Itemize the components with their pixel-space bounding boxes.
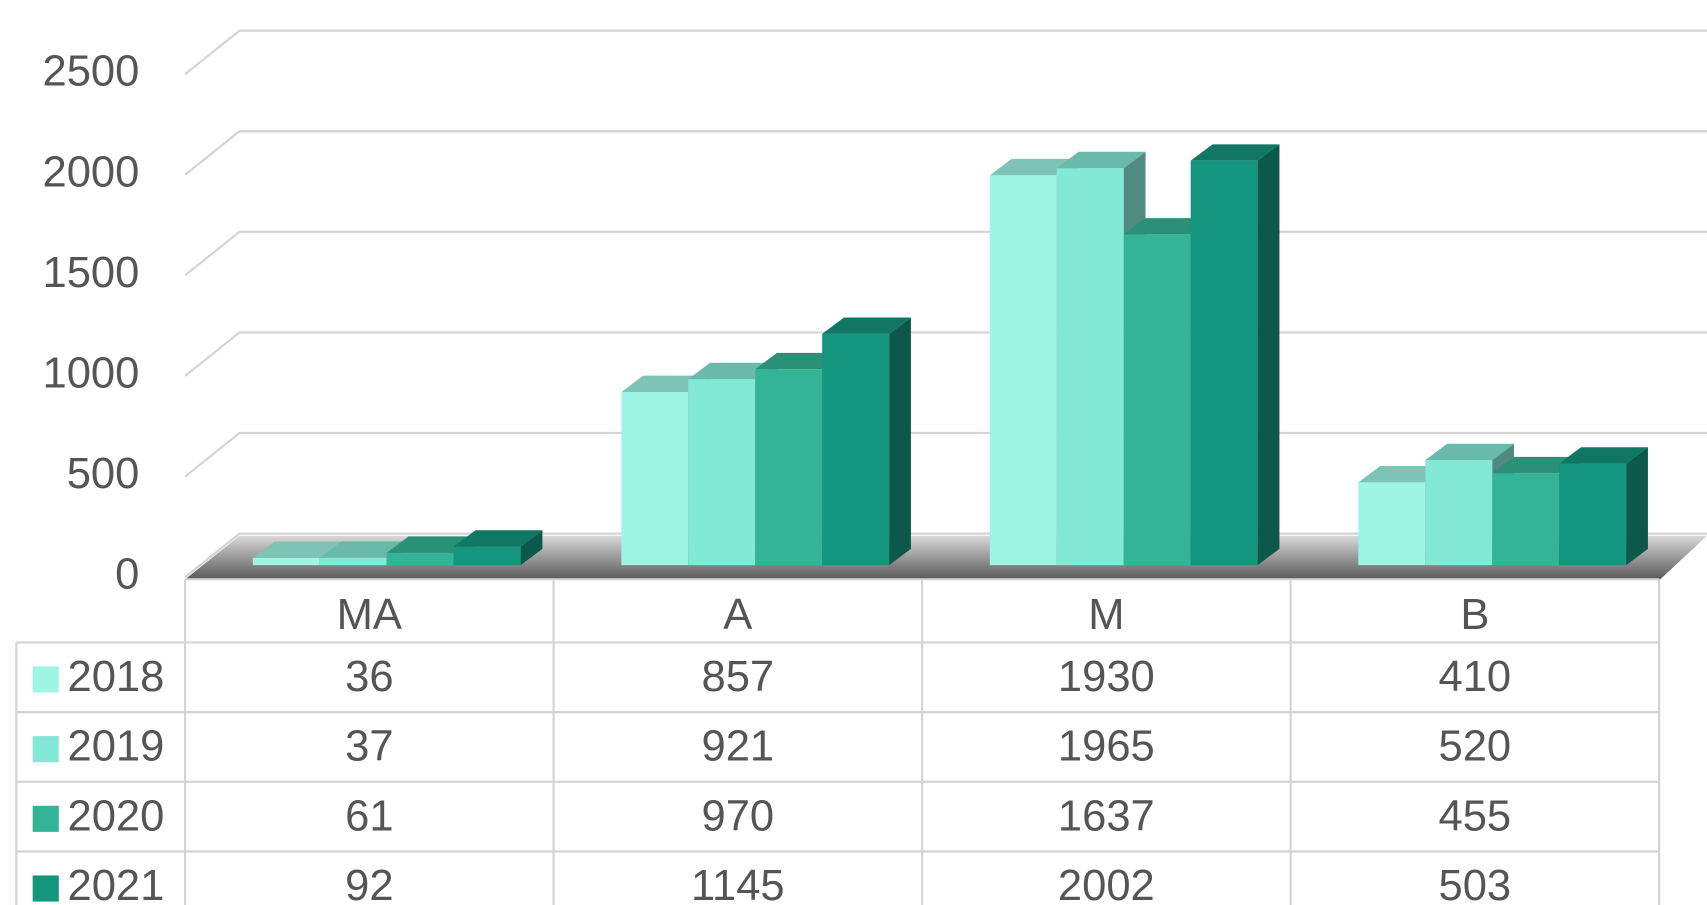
table-value: 92 <box>345 862 393 905</box>
grid-line <box>184 230 1707 277</box>
bar <box>755 369 823 566</box>
bar <box>1492 473 1560 566</box>
bar <box>252 557 320 566</box>
bar <box>688 379 756 566</box>
bar <box>386 552 454 566</box>
bar-top <box>822 317 911 334</box>
y-tick-label: 1500 <box>43 249 140 297</box>
bar-side <box>520 530 543 566</box>
bar-top <box>1190 144 1280 161</box>
legend-swatch <box>32 805 59 832</box>
bar-top <box>1492 456 1581 474</box>
x-tick-label: B <box>1460 591 1489 639</box>
bar <box>989 175 1057 566</box>
bar-top <box>1358 466 1448 483</box>
table-value: 857 <box>702 653 775 701</box>
legend-swatch <box>32 875 59 902</box>
table-value: 1637 <box>1058 792 1155 840</box>
y-tick-label: 2500 <box>43 48 140 96</box>
y-tick-label: 2000 <box>43 148 140 196</box>
bar-top <box>319 541 409 558</box>
bar <box>319 557 387 566</box>
table-value: 61 <box>345 792 393 840</box>
table-value: 1965 <box>1058 723 1155 771</box>
bar <box>453 546 521 566</box>
table-value: 520 <box>1439 723 1512 771</box>
bar-top <box>1123 218 1213 235</box>
x-tick-label: M <box>1088 591 1124 639</box>
table-value: 1930 <box>1058 653 1155 701</box>
bar <box>621 392 689 566</box>
legend-label: 2020 <box>67 792 164 840</box>
y-tick-label: 0 <box>115 551 139 599</box>
table-value: 37 <box>345 723 393 771</box>
bar <box>1056 168 1124 566</box>
table-value: 2002 <box>1058 862 1155 905</box>
table-value: 921 <box>702 723 775 771</box>
bar-side <box>889 317 911 566</box>
bar <box>1559 463 1627 566</box>
bar <box>1123 234 1191 566</box>
bar <box>1358 482 1426 566</box>
legend-label: 2019 <box>67 723 164 771</box>
legend-label: 2018 <box>67 653 164 701</box>
bar-side <box>1257 144 1280 566</box>
table-value: 36 <box>345 653 393 701</box>
bar-top <box>386 536 476 553</box>
bar <box>1190 160 1258 566</box>
bar-top <box>621 375 711 393</box>
table-value: 410 <box>1439 653 1512 701</box>
floor <box>185 535 1707 580</box>
bar-top <box>989 158 1079 176</box>
bar-top <box>453 530 543 547</box>
y-tick-label: 1000 <box>43 349 140 397</box>
x-tick-label: A <box>723 591 752 639</box>
x-tick-label: MA <box>337 591 402 639</box>
bar-top <box>252 541 342 558</box>
legend-swatch <box>32 666 59 693</box>
bar <box>822 333 890 566</box>
legend-label: 2021 <box>67 862 164 905</box>
bar-top <box>1056 151 1146 169</box>
bar-top <box>1425 443 1515 461</box>
y-tick-label: 500 <box>67 450 140 498</box>
bar-top <box>688 362 778 380</box>
table-value: 503 <box>1439 862 1512 905</box>
bar <box>1425 460 1493 566</box>
table-value: 970 <box>702 792 775 840</box>
grid-line <box>184 130 1707 176</box>
grid-line <box>184 331 1707 377</box>
legend-swatch <box>32 736 59 763</box>
table-value: 455 <box>1439 792 1512 840</box>
table-value: 1145 <box>691 862 785 905</box>
grid-line <box>184 29 1707 76</box>
bar-top <box>755 352 844 370</box>
bar-side <box>1626 447 1648 566</box>
bar-top <box>1559 447 1648 464</box>
